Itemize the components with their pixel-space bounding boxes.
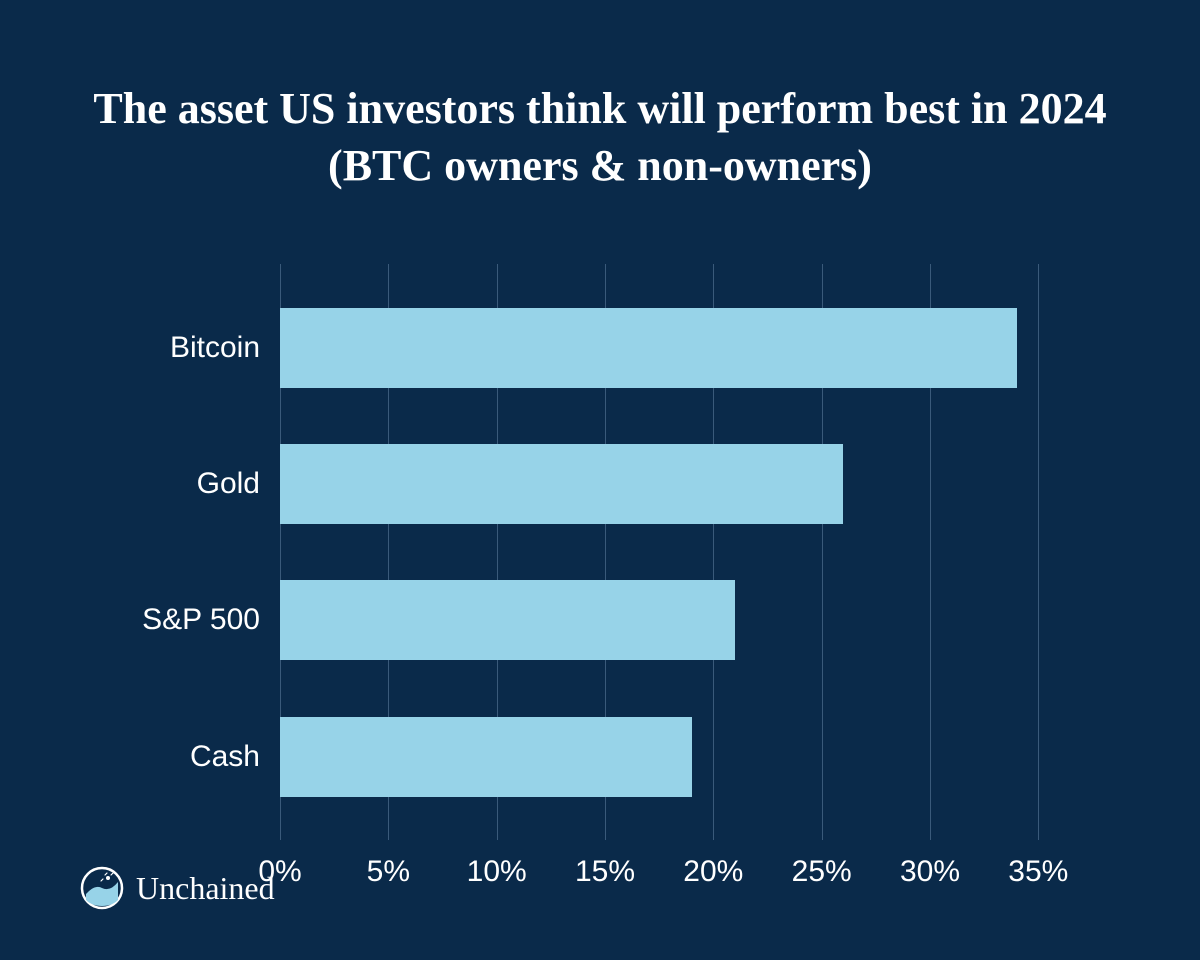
bar — [280, 580, 735, 660]
chart-area: BitcoinGoldS&P 500Cash 0%5%10%15%20%25%3… — [80, 264, 1120, 900]
x-tick-label: 10% — [467, 855, 527, 889]
x-tick-label: 35% — [1008, 855, 1068, 889]
bar-row: S&P 500 — [280, 580, 1060, 660]
bar-row: Gold — [280, 444, 1060, 524]
x-tick-label: 25% — [792, 855, 852, 889]
bar-row: Cash — [280, 717, 1060, 797]
bar-label: S&P 500 — [142, 603, 260, 637]
chart-plot: Bitcoin Gold S&P 500 Cash — [280, 264, 1060, 840]
x-tick-label: 5% — [367, 855, 410, 889]
brand-logo-icon — [80, 866, 124, 910]
brand-logo: Unchained — [80, 866, 275, 910]
bar — [280, 308, 1017, 388]
bar — [280, 444, 843, 524]
x-tick-label: 30% — [900, 855, 960, 889]
bar-label: Gold — [197, 467, 260, 501]
chart-container: The asset US investors think will perfor… — [0, 0, 1200, 960]
x-tick-label: 20% — [683, 855, 743, 889]
brand-name: Unchained — [136, 870, 275, 907]
bar-label: Bitcoin — [170, 331, 260, 365]
bars-group: Bitcoin Gold S&P 500 Cash — [280, 264, 1060, 840]
bar — [280, 717, 692, 797]
x-axis: 0%5%10%15%20%25%30%35% — [280, 840, 1060, 900]
bar-label: Cash — [190, 740, 260, 774]
x-tick-label: 15% — [575, 855, 635, 889]
bar-row: Bitcoin — [280, 308, 1060, 388]
chart-title: The asset US investors think will perfor… — [80, 80, 1120, 194]
